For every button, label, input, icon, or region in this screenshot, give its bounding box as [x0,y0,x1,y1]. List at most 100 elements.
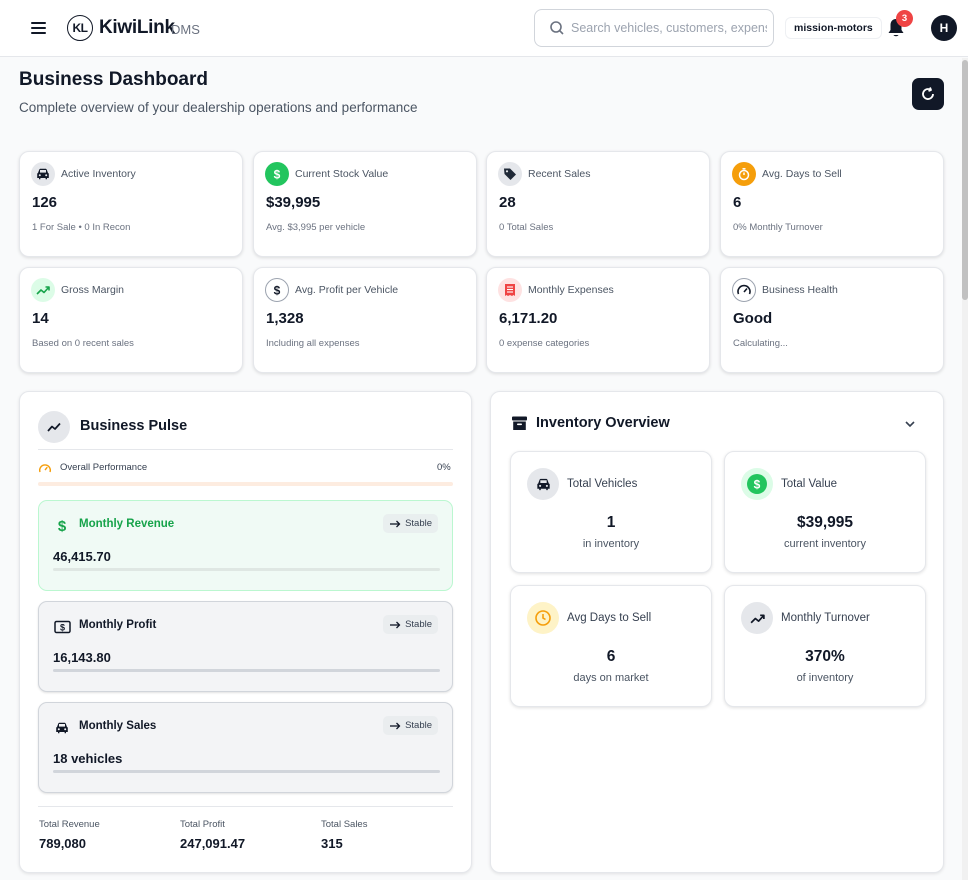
refresh-icon [922,87,934,100]
archive-icon [512,416,527,430]
metric-bar [53,669,440,672]
metric-label: Monthly Sales [79,720,157,732]
dollar-icon: $ [265,278,289,302]
stat-card-gross-margin[interactable]: Gross Margin 14 Based on 0 recent sales [19,267,243,373]
stat-label: Current Stock Value [295,168,389,180]
total-sales-label: Total Sales [321,819,368,830]
clock-icon [527,602,559,634]
stat-label: Active Inventory [61,168,136,180]
arrow-right-icon [390,520,401,527]
brand-name[interactable]: KiwiLink [99,17,175,38]
inventory-card-note: in inventory [582,538,640,550]
stat-note: 0% Monthly Turnover [733,222,823,233]
metric-value: 16,143.80 [53,650,111,665]
stat-value: 28 [499,194,516,211]
arrow-right-icon [390,621,401,628]
metric-value: 46,415.70 [53,549,111,564]
trend-badge: Stable [383,716,438,735]
stopwatch-icon [732,162,756,186]
logo-badge: KL [67,15,93,41]
inventory-card-label: Total Vehicles [567,478,638,490]
svg-text:$: $ [59,623,64,633]
dollar-circle-icon: $ [741,468,773,500]
stat-note: 0 expense categories [499,338,590,349]
dollar-icon: $ [53,517,71,535]
stat-note: Including all expenses [266,338,360,349]
receipt-icon [498,278,522,302]
metric-bar [53,568,440,571]
user-avatar[interactable]: H [931,15,957,41]
metric-card-monthly-revenue[interactable]: $ Monthly Revenue Stable 46,415.70 [38,500,453,591]
inventory-card-value: 6 [606,648,616,665]
stat-card-business-health[interactable]: Business Health Good Calculating... [720,267,944,373]
menu-icon[interactable] [28,17,50,39]
stat-label: Avg. Days to Sell [762,168,842,180]
inventory-card-value: $39,995 [796,514,854,531]
stat-card-active-inventory[interactable]: Active Inventory 126 1 For Sale • 0 In R… [19,151,243,257]
search-input[interactable] [571,18,767,38]
tag-icon [498,162,522,186]
stat-note: 1 For Sale • 0 In Recon [32,222,131,233]
total-profit-value: 247,091.47 [180,836,246,851]
car-icon [53,719,71,737]
metric-label: Monthly Profit [79,619,157,631]
trending-up-icon [31,278,55,302]
trend-label: Stable [405,720,432,731]
organization-selector[interactable]: mission-motors [785,17,882,39]
stat-note: Avg. $3,995 per vehicle [266,222,366,233]
inventory-card-value: 1 [606,514,616,531]
metric-card-monthly-sales[interactable]: Monthly Sales Stable 18 vehicles [38,702,453,793]
inventory-card-total-value[interactable]: $ Total Value $39,995 current inventory [724,451,926,573]
stat-card-current-stock-value[interactable]: $ Current Stock Value $39,995 Avg. $3,99… [253,151,477,257]
search-box[interactable] [534,9,774,47]
page-subtitle: Complete overview of your dealership ope… [19,100,418,115]
brand-suffix: DMS [171,22,200,37]
stat-card-avg-days-to-sell[interactable]: Avg. Days to Sell 6 0% Monthly Turnover [720,151,944,257]
chevron-down-icon[interactable] [903,417,917,431]
stat-note: 0 Total Sales [499,222,554,233]
page-scrollbar[interactable] [962,58,968,880]
business-pulse-title: Business Pulse [80,418,188,434]
inventory-card-label: Total Value [781,478,838,490]
trend-badge: Stable [383,514,438,533]
stat-card-avg-profit-per-vehicle[interactable]: $ Avg. Profit per Vehicle 1,328 Includin… [253,267,477,373]
stat-value: $39,995 [266,194,321,211]
stat-label: Recent Sales [528,168,591,180]
svg-text:$: $ [58,518,67,534]
stat-card-recent-sales[interactable]: Recent Sales 28 0 Total Sales [486,151,710,257]
scrollbar-thumb[interactable] [962,60,968,300]
inventory-card-avg-days-to-sell[interactable]: Avg Days to Sell 6 days on market [510,585,712,707]
total-sales-value: 315 [321,836,343,851]
page-title: Business Dashboard [19,69,208,90]
inventory-overview-title: Inventory Overview [536,415,670,431]
metric-label: Monthly Revenue [79,518,175,530]
total-revenue-label: Total Revenue [39,819,100,830]
refresh-button[interactable] [912,78,944,110]
svg-text:$: $ [274,284,281,298]
stat-card-monthly-expenses[interactable]: Monthly Expenses 6,171.20 0 expense cate… [486,267,710,373]
top-bar: KL KiwiLink DMS mission-motors 3 H [0,0,968,57]
total-revenue-value: 789,080 [39,836,86,851]
stat-value: 6 [733,194,742,211]
inventory-card-value: 370% [805,648,845,665]
stat-label: Business Health [762,284,838,296]
banknote-icon: $ [53,618,71,636]
stat-note: Calculating... [733,338,788,349]
stat-value: 1,328 [266,310,304,327]
trend-badge: Stable [383,615,438,634]
stat-label: Monthly Expenses [528,284,614,296]
inventory-card-label: Avg Days to Sell [567,612,652,624]
inventory-card-note: of inventory [796,672,854,684]
inventory-card-total-vehicles[interactable]: Total Vehicles 1 in inventory [510,451,712,573]
metric-bar [53,770,440,773]
stat-value: Good [733,310,773,327]
divider [38,806,453,807]
overall-performance-bar [38,482,453,486]
stat-label: Avg. Profit per Vehicle [295,284,399,296]
svg-text:$: $ [754,478,761,492]
svg-text:$: $ [274,168,281,182]
overall-performance-label: Overall Performance [60,462,148,473]
metric-card-monthly-profit[interactable]: $ Monthly Profit Stable 16,143.80 [38,601,453,692]
inventory-card-note: days on market [573,672,649,684]
inventory-card-monthly-turnover[interactable]: Monthly Turnover 370% of inventory [724,585,926,707]
